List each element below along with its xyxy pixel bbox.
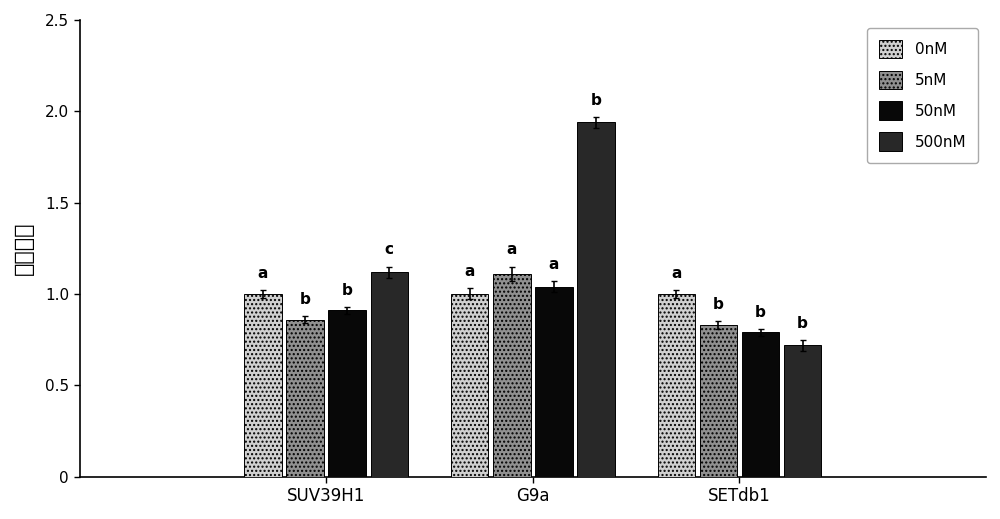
Text: a: a [465, 264, 475, 279]
Text: a: a [507, 242, 517, 257]
Bar [784, 345, 821, 476]
Bar [244, 294, 282, 476]
Text: b: b [300, 292, 311, 307]
Text: b: b [755, 305, 766, 320]
Bar [371, 272, 408, 476]
Bar [577, 122, 615, 476]
Bar [535, 286, 573, 476]
Text: b: b [342, 283, 353, 297]
Y-axis label: 相对表达: 相对表达 [14, 222, 34, 275]
Bar [451, 294, 488, 476]
Bar [742, 332, 779, 476]
Text: b: b [713, 297, 724, 312]
Text: a: a [671, 266, 682, 281]
Bar [286, 320, 324, 476]
Text: b: b [591, 92, 601, 107]
Legend: 0nM, 5nM, 50nM, 500nM: 0nM, 5nM, 50nM, 500nM [867, 28, 978, 163]
Text: a: a [549, 257, 559, 272]
Bar [328, 310, 366, 476]
Bar [658, 294, 695, 476]
Text: b: b [797, 316, 808, 331]
Text: c: c [385, 242, 394, 257]
Bar [700, 325, 737, 476]
Text: a: a [258, 266, 268, 281]
Bar [493, 274, 531, 476]
